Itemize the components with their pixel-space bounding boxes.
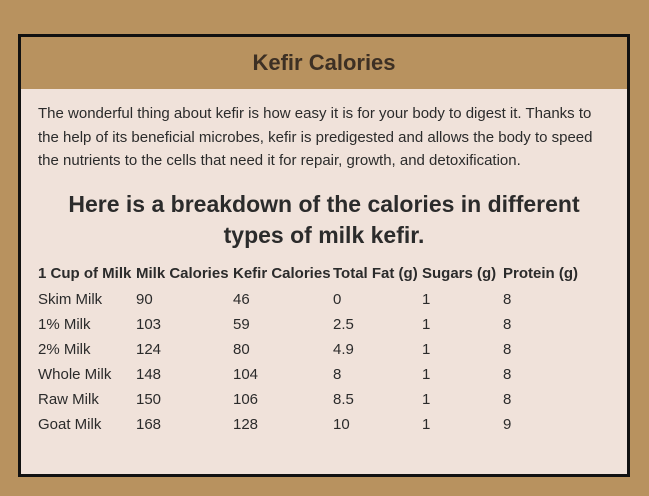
card-title: Kefir Calories xyxy=(252,50,396,75)
table-cell-total-fat: 4.9 xyxy=(333,340,354,358)
table-cell-protein: 8 xyxy=(503,365,512,383)
table-cell-total-fat: 2.5 xyxy=(333,315,354,333)
table-cell-milk-calories: 90 xyxy=(136,290,153,308)
table-row: Skim Milk 90 46 0 1 8 xyxy=(38,287,583,312)
table-cell-milk-type: Raw Milk xyxy=(38,390,99,408)
table-cell-sugars: 1 xyxy=(422,390,431,408)
table-cell-kefir-calories: 128 xyxy=(233,415,259,433)
table-cell-kefir-calories: 46 xyxy=(233,290,250,308)
table-cell-protein: 8 xyxy=(503,390,512,408)
table-cell-total-fat: 10 xyxy=(333,415,350,433)
kefir-calories-table: 1 Cup of Milk Milk Calories Kefir Calori… xyxy=(38,261,583,437)
table-cell-protein: 8 xyxy=(503,315,512,333)
table-cell-kefir-calories: 59 xyxy=(233,315,250,333)
intro-paragraph: The wonderful thing about kefir is how e… xyxy=(38,105,593,169)
table-cell-sugars: 1 xyxy=(422,340,431,358)
table-row: Whole Milk 148 104 8 1 8 xyxy=(38,362,583,387)
table-cell-milk-calories: 150 xyxy=(136,390,162,408)
table-cell-protein: 8 xyxy=(503,340,512,358)
table-cell-protein: 9 xyxy=(503,415,512,433)
card-body: The wonderful thing about kefir is how e… xyxy=(21,89,627,437)
table-cell-milk-type: 2% Milk xyxy=(38,340,91,358)
table-header-row: 1 Cup of Milk Milk Calories Kefir Calori… xyxy=(38,261,583,287)
column-header-kefir-calories: Kefir Calories xyxy=(233,265,331,282)
table-row: Goat Milk 168 128 10 1 9 xyxy=(38,412,583,437)
table-cell-milk-type: Whole Milk xyxy=(38,365,112,383)
table-row: 1% Milk 103 59 2.5 1 8 xyxy=(38,312,583,337)
table-cell-kefir-calories: 80 xyxy=(233,340,250,358)
table-cell-protein: 8 xyxy=(503,290,512,308)
table-cell-milk-calories: 168 xyxy=(136,415,162,433)
table-cell-milk-type: 1% Milk xyxy=(38,315,91,333)
table-subheading: Here is a breakdown of the calories in d… xyxy=(68,190,580,248)
table-cell-milk-calories: 103 xyxy=(136,315,162,333)
table-row: 2% Milk 124 80 4.9 1 8 xyxy=(38,337,583,362)
card-header: Kefir Calories xyxy=(21,37,627,89)
table-cell-sugars: 1 xyxy=(422,290,431,308)
table-row: Raw Milk 150 106 8.5 1 8 xyxy=(38,387,583,412)
column-header-milk-calories: Milk Calories xyxy=(136,265,229,282)
table-cell-kefir-calories: 104 xyxy=(233,365,259,383)
table-cell-sugars: 1 xyxy=(422,315,431,333)
table-cell-milk-type: Goat Milk xyxy=(38,415,102,433)
column-header-protein: Protein (g) xyxy=(503,265,578,282)
table-cell-milk-type: Skim Milk xyxy=(38,290,103,308)
column-header-sugars: Sugars (g) xyxy=(422,265,497,282)
table-cell-total-fat: 0 xyxy=(333,290,342,308)
table-cell-total-fat: 8.5 xyxy=(333,390,354,408)
column-header-total-fat: Total Fat (g) xyxy=(333,265,418,282)
table-cell-milk-calories: 124 xyxy=(136,340,162,358)
table-cell-kefir-calories: 106 xyxy=(233,390,259,408)
column-header-milk-type: 1 Cup of Milk xyxy=(38,265,132,282)
table-cell-total-fat: 8 xyxy=(333,365,342,383)
table-cell-sugars: 1 xyxy=(422,415,431,433)
kefir-calories-card: Kefir Calories The wonderful thing about… xyxy=(18,34,630,477)
table-cell-milk-calories: 148 xyxy=(136,365,162,383)
table-cell-sugars: 1 xyxy=(422,365,431,383)
